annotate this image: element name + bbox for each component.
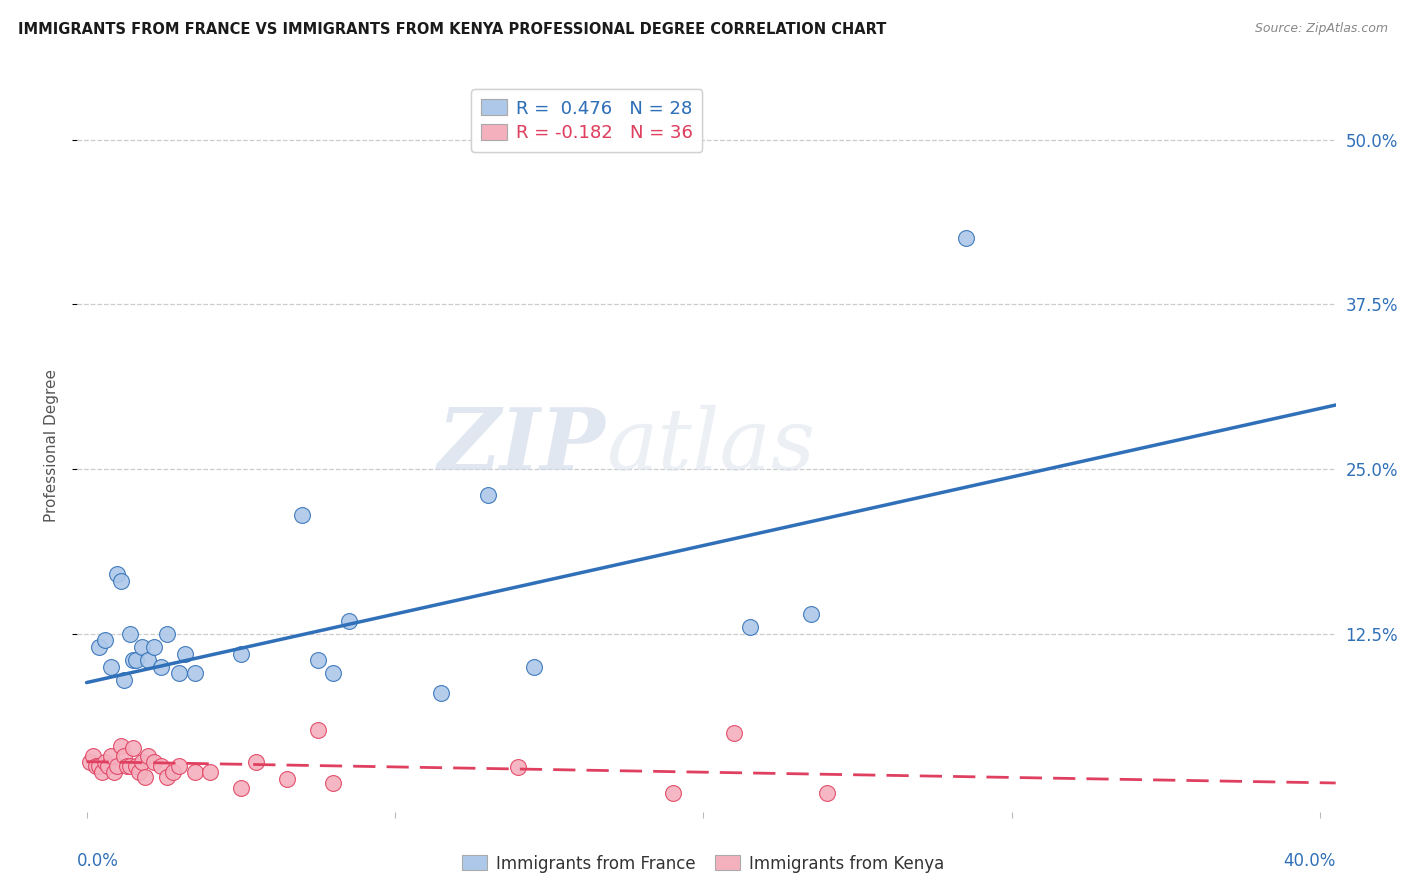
Point bbox=[91, 765, 114, 780]
Point bbox=[118, 627, 141, 641]
Point bbox=[337, 614, 360, 628]
Point bbox=[97, 758, 120, 772]
Point bbox=[121, 741, 143, 756]
Point bbox=[107, 567, 129, 582]
Point bbox=[307, 723, 329, 737]
Text: 40.0%: 40.0% bbox=[1284, 852, 1336, 870]
Point bbox=[508, 760, 530, 774]
Point bbox=[110, 739, 132, 753]
Point bbox=[100, 749, 122, 764]
Point bbox=[149, 659, 172, 673]
Point bbox=[118, 758, 141, 772]
Point bbox=[815, 786, 838, 800]
Text: atlas: atlas bbox=[606, 405, 815, 487]
Point bbox=[276, 772, 298, 786]
Point bbox=[103, 765, 125, 780]
Point bbox=[125, 653, 148, 667]
Point bbox=[84, 758, 107, 772]
Point bbox=[291, 508, 314, 523]
Point bbox=[661, 786, 683, 800]
Point bbox=[82, 749, 104, 764]
Point bbox=[322, 775, 344, 789]
Point bbox=[131, 640, 153, 654]
Point bbox=[121, 653, 143, 667]
Text: IMMIGRANTS FROM FRANCE VS IMMIGRANTS FROM KENYA PROFESSIONAL DEGREE CORRELATION : IMMIGRANTS FROM FRANCE VS IMMIGRANTS FRO… bbox=[18, 22, 887, 37]
Text: 0.0%: 0.0% bbox=[77, 852, 120, 870]
Y-axis label: Professional Degree: Professional Degree bbox=[44, 369, 59, 523]
Point bbox=[112, 673, 135, 687]
Point bbox=[131, 755, 153, 769]
Point bbox=[174, 647, 197, 661]
Point bbox=[523, 659, 546, 673]
Point bbox=[128, 765, 150, 780]
Point bbox=[107, 758, 129, 772]
Point bbox=[800, 607, 823, 621]
Point bbox=[183, 765, 205, 780]
Legend: R =  0.476   N = 28, R = -0.182   N = 36: R = 0.476 N = 28, R = -0.182 N = 36 bbox=[471, 89, 703, 152]
Point bbox=[79, 755, 101, 769]
Point bbox=[245, 755, 267, 769]
Point bbox=[198, 765, 221, 780]
Point bbox=[87, 640, 110, 654]
Point bbox=[134, 771, 156, 785]
Point bbox=[87, 758, 110, 772]
Legend: Immigrants from France, Immigrants from Kenya: Immigrants from France, Immigrants from … bbox=[456, 848, 950, 880]
Point bbox=[94, 633, 117, 648]
Point bbox=[322, 666, 344, 681]
Point bbox=[955, 231, 977, 245]
Point bbox=[167, 758, 190, 772]
Point bbox=[136, 749, 159, 764]
Point bbox=[229, 647, 252, 661]
Point bbox=[229, 780, 252, 795]
Text: ZIP: ZIP bbox=[439, 404, 606, 488]
Point bbox=[112, 749, 135, 764]
Point bbox=[143, 640, 166, 654]
Point bbox=[738, 620, 761, 634]
Point bbox=[430, 686, 453, 700]
Point bbox=[125, 758, 148, 772]
Point bbox=[100, 659, 122, 673]
Point bbox=[110, 574, 132, 588]
Point bbox=[162, 765, 184, 780]
Text: Source: ZipAtlas.com: Source: ZipAtlas.com bbox=[1254, 22, 1388, 36]
Point bbox=[156, 771, 179, 785]
Point bbox=[143, 755, 166, 769]
Point bbox=[477, 488, 499, 502]
Point bbox=[723, 725, 745, 739]
Point bbox=[307, 653, 329, 667]
Point bbox=[115, 758, 138, 772]
Point bbox=[149, 758, 172, 772]
Point bbox=[183, 666, 205, 681]
Point bbox=[136, 653, 159, 667]
Point bbox=[167, 666, 190, 681]
Point bbox=[94, 755, 117, 769]
Point bbox=[156, 627, 179, 641]
